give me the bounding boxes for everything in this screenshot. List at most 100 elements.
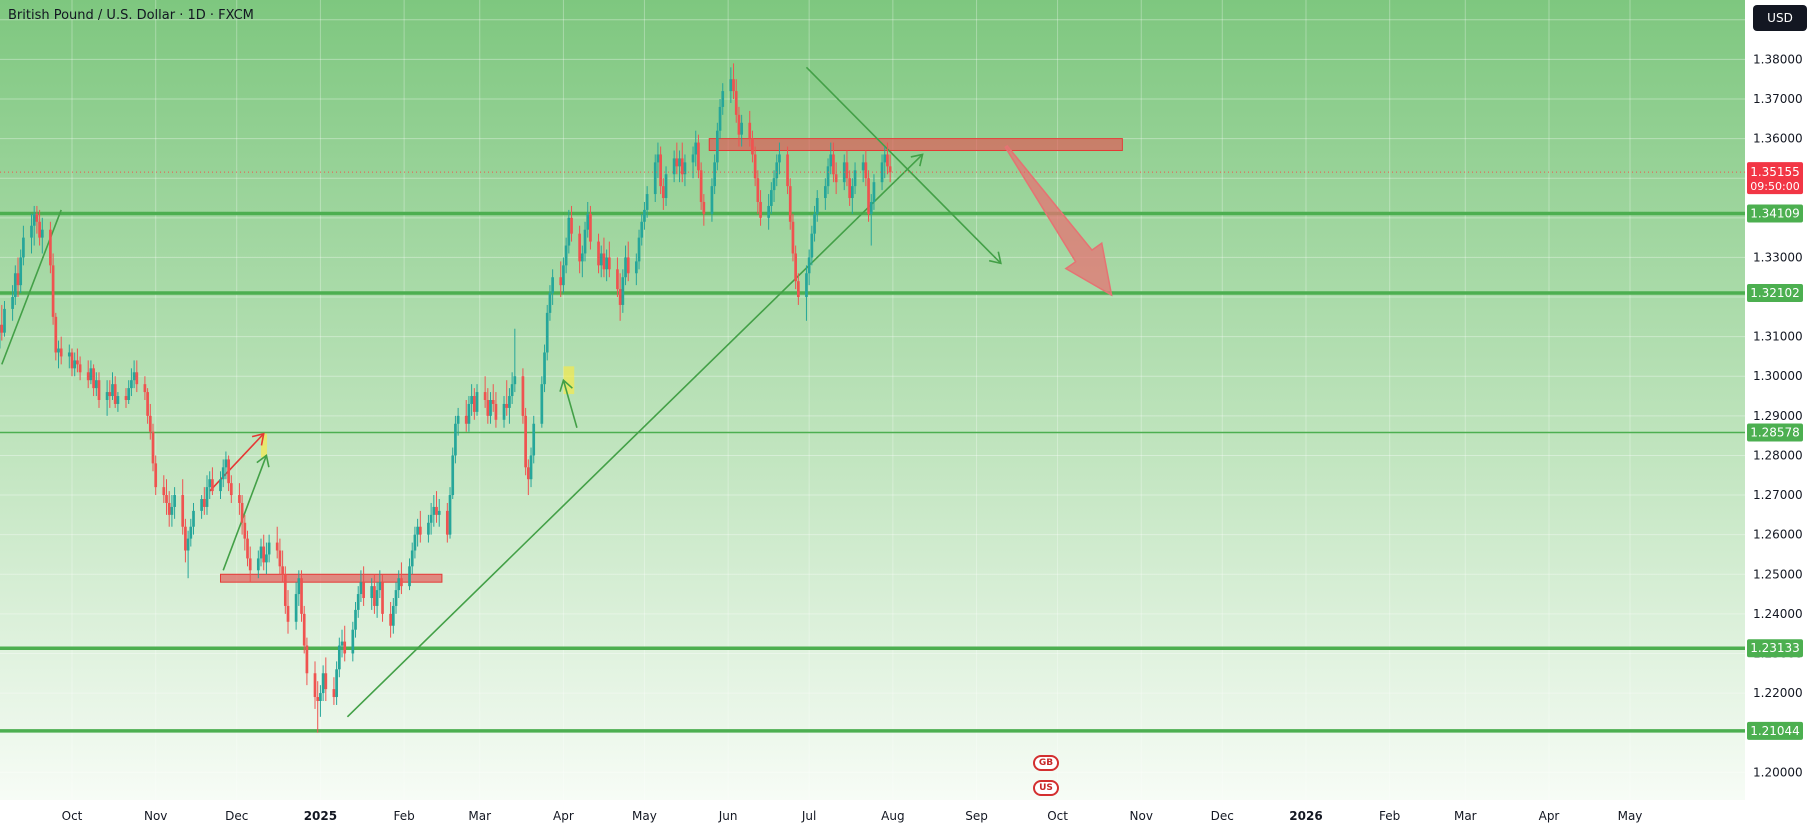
candle-body xyxy=(751,139,754,155)
candle-body xyxy=(608,257,611,269)
x-tick-label: 2026 xyxy=(1289,809,1322,823)
level-label: 1.23133 xyxy=(1750,641,1800,655)
x-tick-label: Apr xyxy=(553,809,574,823)
candle-body xyxy=(770,190,773,206)
candle-body xyxy=(333,689,336,697)
candle-body xyxy=(22,238,25,258)
candle-body xyxy=(449,495,452,535)
gb-event-icon[interactable]: GB xyxy=(1033,755,1059,771)
candle-body xyxy=(168,503,171,515)
candle-body xyxy=(854,170,857,186)
x-tick-label: Oct xyxy=(1047,809,1068,823)
candle-body xyxy=(721,91,724,107)
candle-body xyxy=(767,206,770,218)
candle-body xyxy=(808,257,811,273)
candle-body xyxy=(395,590,398,606)
candle-body xyxy=(543,352,546,384)
candle-body xyxy=(378,582,381,590)
candle-body xyxy=(665,174,668,198)
currency-button[interactable]: USD xyxy=(1753,5,1807,31)
candle-body xyxy=(225,459,228,467)
candle-body xyxy=(130,380,133,388)
candle-body xyxy=(492,400,495,404)
candle-body xyxy=(181,495,184,527)
candle-body xyxy=(862,162,865,170)
candle-body xyxy=(165,495,168,503)
candle-body xyxy=(589,214,592,242)
candle-body xyxy=(567,218,570,246)
candle-body xyxy=(324,673,327,689)
candle-body xyxy=(108,392,111,396)
candle-body xyxy=(416,527,419,535)
candle-body xyxy=(832,154,835,174)
candle-body xyxy=(230,483,233,495)
y-tick-label: 1.25000 xyxy=(1753,567,1803,581)
candle-body xyxy=(392,606,395,626)
candle-body xyxy=(227,459,230,483)
candle-body xyxy=(870,202,873,214)
level-label: 1.32102 xyxy=(1750,286,1800,300)
x-tick-label: May xyxy=(1618,809,1643,823)
candle-body xyxy=(30,226,33,238)
candle-body xyxy=(786,154,789,186)
candle-body xyxy=(381,582,384,614)
candle-body xyxy=(71,352,74,368)
candle-body xyxy=(546,313,549,353)
candle-body xyxy=(586,214,589,230)
x-tick-label: Nov xyxy=(1130,809,1153,823)
y-tick-label: 1.22000 xyxy=(1753,686,1803,700)
candle-body xyxy=(76,360,79,364)
current-price-label: 1.35155 xyxy=(1750,165,1800,179)
candle-body xyxy=(484,392,487,400)
candle-body xyxy=(638,238,641,262)
candle-body xyxy=(276,543,279,551)
candle-body xyxy=(173,495,176,507)
candle-body xyxy=(486,400,489,416)
candle-body xyxy=(740,123,743,135)
x-tick-label: Aug xyxy=(881,809,904,823)
candle-body xyxy=(805,273,808,297)
candle-body xyxy=(3,309,6,333)
candle-body xyxy=(208,479,211,487)
candle-body xyxy=(257,558,260,570)
candle-body xyxy=(503,404,506,420)
candle-body xyxy=(505,404,508,408)
candle-body xyxy=(886,154,889,166)
candle-body xyxy=(249,558,252,570)
candle-body xyxy=(400,578,403,586)
candle-body xyxy=(508,396,511,408)
candle-body xyxy=(362,582,365,598)
candle-body xyxy=(597,242,600,266)
chart-title: British Pound / U.S. Dollar · 1D · FXCM xyxy=(8,8,254,23)
candle-body xyxy=(36,214,39,222)
y-tick-label: 1.38000 xyxy=(1753,52,1803,66)
candle-body xyxy=(810,234,813,258)
x-tick-label: Feb xyxy=(393,809,414,823)
candle-body xyxy=(867,178,870,214)
candle-body xyxy=(52,265,55,316)
us-event-icon[interactable]: US xyxy=(1033,780,1059,796)
candle-body xyxy=(438,511,441,515)
candle-body xyxy=(338,646,341,670)
candle-body xyxy=(268,543,271,555)
candle-body xyxy=(144,384,147,392)
y-tick-label: 1.28000 xyxy=(1753,448,1803,462)
candle-body xyxy=(408,566,411,586)
candle-body xyxy=(605,257,608,269)
x-tick-label: May xyxy=(632,809,657,823)
candle-body xyxy=(524,416,527,467)
candle-body xyxy=(865,162,868,178)
candle-body xyxy=(125,396,128,400)
candle-body xyxy=(678,158,681,166)
candle-body xyxy=(662,186,665,198)
candle-body xyxy=(238,495,241,503)
level-label: 1.21044 xyxy=(1750,724,1800,738)
candle-body xyxy=(624,257,627,277)
candle-body xyxy=(90,368,93,380)
candle-body xyxy=(732,79,735,91)
candle-body xyxy=(33,214,36,226)
candle-body xyxy=(527,467,530,479)
candle-body xyxy=(827,166,830,186)
